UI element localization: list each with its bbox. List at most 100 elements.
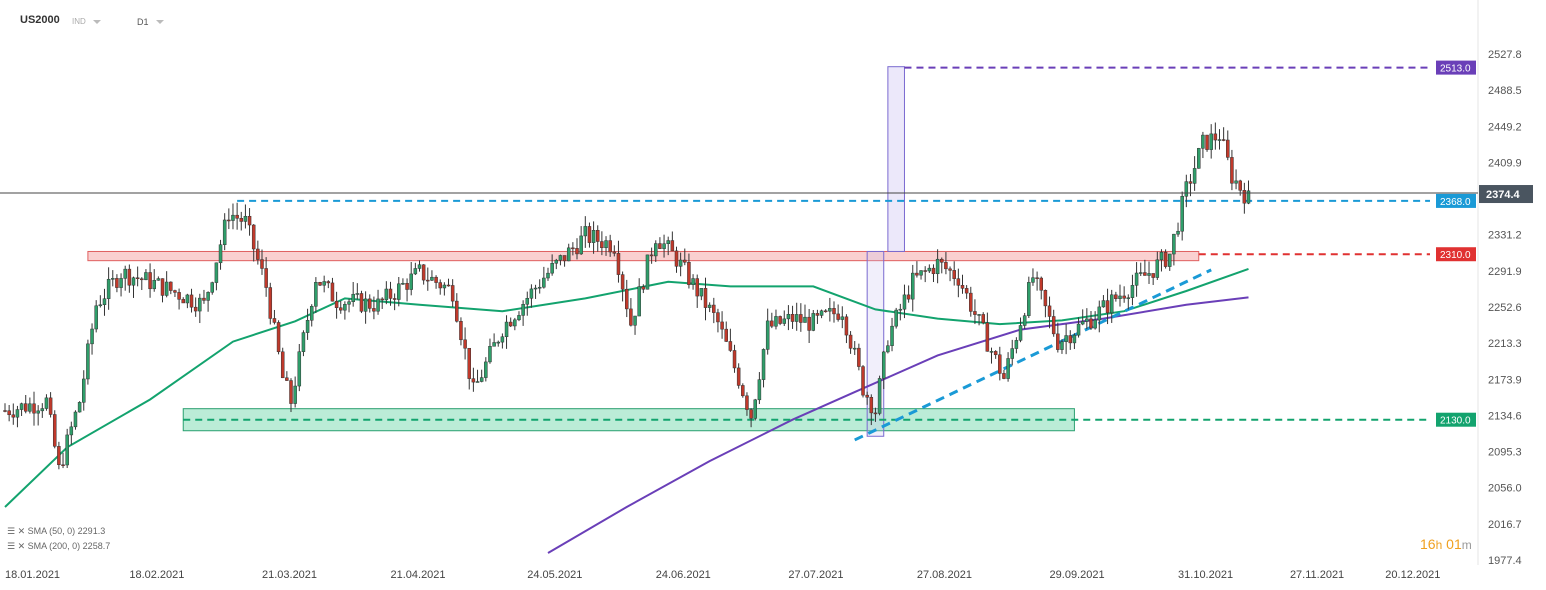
candle-body[interactable] [1226,139,1230,158]
candle-body[interactable] [902,294,907,310]
candle-body[interactable] [844,316,849,336]
candle-body[interactable] [1209,133,1213,150]
candle-body[interactable] [359,293,364,312]
candle-body[interactable] [111,278,115,280]
candle-body[interactable] [1238,180,1242,191]
candle-body[interactable] [1184,181,1189,197]
candle-body[interactable] [881,351,886,379]
candle-body[interactable] [811,313,816,331]
candle-body[interactable] [488,346,492,363]
candle-body[interactable] [625,288,629,310]
candle-body[interactable] [82,378,86,403]
candle-body[interactable] [645,254,650,290]
candle-body[interactable] [450,285,455,302]
candle-body[interactable] [455,300,459,322]
candle-body[interactable] [185,294,190,304]
candle-body[interactable] [222,219,227,245]
candle-body[interactable] [641,286,646,290]
candle-body[interactable] [247,215,252,226]
candle-body[interactable] [32,403,36,414]
candle-body[interactable] [1097,306,1102,321]
candle-body[interactable] [1089,318,1093,329]
candle-body[interactable] [73,411,78,428]
candle-body[interactable] [15,409,20,418]
candle-body[interactable] [612,251,617,254]
candle-body[interactable] [297,351,302,387]
candle-body[interactable] [662,243,666,249]
candle-body[interactable] [227,219,231,222]
candle-body[interactable] [935,258,940,275]
candle-body[interactable] [707,304,712,308]
candle-body[interactable] [160,278,165,296]
timeframe-dropdown-icon[interactable] [156,20,164,24]
candle-body[interactable] [712,304,716,313]
candle-body[interactable] [807,316,811,331]
candle-body[interactable] [1085,318,1089,322]
candle-body[interactable] [131,277,136,286]
candle-body[interactable] [562,255,567,262]
candle-body[interactable] [857,347,861,367]
candle-body[interactable] [293,385,297,404]
candle-body[interactable] [430,276,434,281]
candle-body[interactable] [678,259,683,267]
candle-body[interactable] [36,410,40,414]
candle-body[interactable] [1197,148,1201,169]
candle-body[interactable] [1163,251,1168,267]
candle-body[interactable] [405,283,409,290]
candle-body[interactable] [438,282,442,289]
candle-body[interactable] [1201,134,1205,149]
candle-body[interactable] [1080,321,1085,325]
candle-body[interactable] [1035,277,1039,279]
candle-body[interactable] [753,399,757,419]
candle-body[interactable] [347,301,351,305]
candle-body[interactable] [799,314,803,323]
candle-body[interactable] [156,278,161,281]
candle-body[interactable] [251,224,256,250]
candle-body[interactable] [102,298,107,306]
candle-body[interactable] [654,243,658,257]
symbol-title[interactable]: US2000 [20,14,60,26]
candle-body[interactable] [144,272,148,281]
candle-body[interactable] [1122,295,1126,299]
candle-body[interactable] [1068,335,1073,344]
candle-body[interactable] [475,381,480,383]
candle-body[interactable] [467,347,471,379]
candle-body[interactable] [1143,272,1147,276]
candle-body[interactable] [1056,333,1060,350]
candle-body[interactable] [703,288,708,308]
candle-body[interactable] [571,247,575,250]
candle-body[interactable] [397,283,401,300]
candle-body[interactable] [819,310,824,316]
legend-menu-icon[interactable]: ☰ [7,526,16,536]
candle-body[interactable] [973,311,977,315]
candle-body[interactable] [1147,273,1151,276]
candle-body[interactable] [1221,139,1226,141]
candle-body[interactable] [446,284,451,287]
candle-body[interactable] [969,292,973,312]
candle-body[interactable] [1072,334,1077,344]
candle-body[interactable] [264,268,268,288]
candle-body[interactable] [894,309,898,327]
candle-body[interactable] [140,278,144,281]
candle-body[interactable] [44,397,49,409]
candle-body[interactable] [691,278,695,285]
candle-body[interactable] [235,214,239,219]
candle-body[interactable] [98,304,103,307]
legend-sma-200[interactable]: ☰ ✕ SMA (200, 0) 2258.7 [7,541,110,552]
candle-body[interactable] [496,341,501,344]
candle-body[interactable] [401,283,405,285]
candle-body[interactable] [384,288,389,301]
candle-body[interactable] [231,214,235,221]
candle-body[interactable] [127,268,132,286]
candle-body[interactable] [314,282,318,307]
candle-body[interactable] [285,377,289,381]
candle-body[interactable] [790,314,795,322]
candle-body[interactable] [135,277,140,280]
candle-body[interactable] [828,308,832,312]
candle-body[interactable] [861,366,865,396]
candle-body[interactable] [815,313,820,316]
candle-body[interactable] [786,314,791,320]
candle-body[interactable] [989,351,994,353]
candle-body[interactable] [948,268,952,271]
